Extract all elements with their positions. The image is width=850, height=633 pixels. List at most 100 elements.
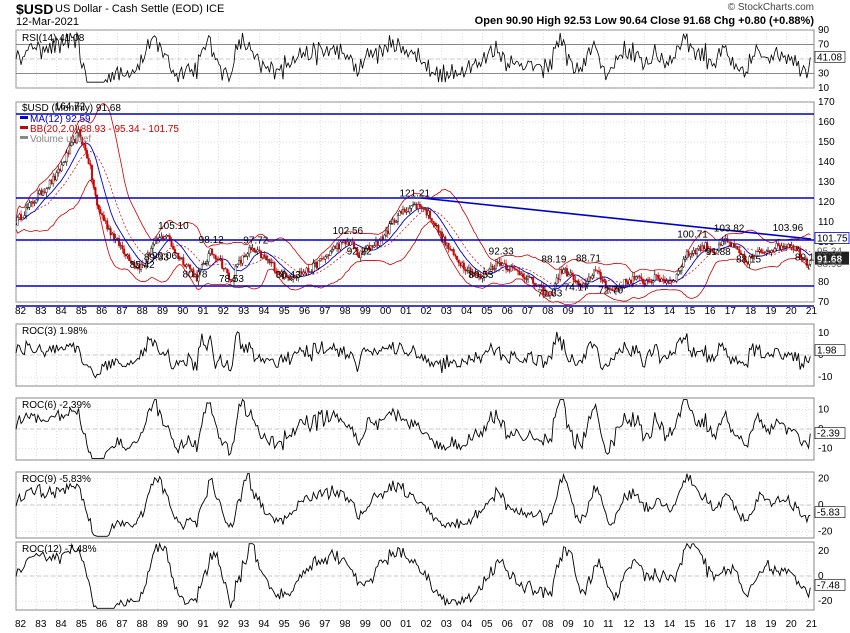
price-candle [79,129,82,138]
roc12-line [15,542,811,609]
price-candle [378,239,381,246]
price-candle [643,283,646,286]
price-candle [783,246,786,248]
x-tick-label-bottom: 93 [238,619,250,630]
price-candle [466,270,469,272]
x-tick-label-bottom: 11 [603,619,614,630]
price-candle [515,268,518,271]
price-candle [261,254,264,258]
price-candle [565,268,568,277]
price-candle [677,271,680,275]
price-annotation: 89.17 [795,253,820,264]
price-candle [101,213,104,216]
price-candle [315,262,318,269]
price-candle [552,288,555,295]
price-candle [503,263,506,265]
price-candle [121,245,124,250]
price-candle [219,258,222,260]
price-candle [331,249,334,252]
price-candle [623,279,626,288]
price-candle [246,253,249,257]
price-candle [396,215,399,222]
price-candle [596,270,599,272]
price-candle [16,217,19,226]
x-tick-label-bottom: 02 [421,619,433,630]
price-candle [667,280,670,284]
price-annotation: 80.43 [276,270,301,281]
x-tick-label-bottom: 14 [664,619,676,630]
price-candle [319,258,322,261]
price-candle [205,261,208,264]
price-candle [785,246,788,248]
price-candle [799,248,802,258]
price-annotation: 92.22 [347,247,372,258]
price-candle [751,254,754,259]
price-candle [775,243,778,249]
price-candle [425,208,428,216]
price-candle [506,268,509,270]
price-annotation: 72.70 [598,286,623,297]
price-candle [123,248,126,255]
price-candle [679,269,682,272]
price-candle [734,246,737,248]
price-candle [809,260,812,265]
price-candle [25,207,28,216]
x-tick-label: 05 [481,306,493,317]
price-candle [107,228,110,230]
price-annotation: 74.17 [564,283,589,294]
price-candle [35,199,38,203]
price-annotation: 100.71 [677,230,708,241]
price-candle [21,217,24,220]
price-candle [337,243,340,250]
price-candle [530,277,533,279]
price-title: $USD (Monthly) 91.68 [22,103,121,114]
x-tick-label-bottom: 08 [542,619,554,630]
price-candle [234,266,237,278]
price-candle [285,273,288,278]
price-candle [486,273,489,275]
y-tick-label: 10 [818,328,830,339]
legend-swatch [20,116,28,119]
price-candle [352,241,355,249]
y-tick-label: 170 [818,97,835,108]
x-tick-label-bottom: 90 [177,619,189,630]
price-candle [645,280,648,286]
price-candle [209,248,212,254]
legend-entry: MA(12) 92.59 [30,114,91,125]
price-candle [777,243,780,246]
x-tick-label: 96 [299,306,311,317]
y-tick-label: 110 [818,217,834,228]
x-tick-label: 86 [96,306,108,317]
price-candle [80,136,83,145]
price-candle [641,278,644,284]
price-candle [403,208,406,213]
legend-entry: BB(20,2.0) 88.93 - 95.34 - 101.75 [30,124,179,135]
price-candle [87,157,90,164]
price-candle [523,276,526,280]
x-tick-label: 83 [35,306,47,317]
price-candle [167,235,170,237]
price-candle [648,281,651,283]
price-candle [253,248,256,253]
y-tick-label: 20 [818,546,830,557]
price-candle [43,191,46,193]
price-candle [325,254,328,258]
price-candle [124,253,127,257]
price-annotation: 164.72 [55,102,86,113]
price-candle [199,269,202,273]
price-candle [42,191,45,196]
price-candle [116,237,119,239]
price-candle [297,275,300,278]
price-candle [635,276,638,280]
price-candle [388,223,391,234]
price-candle [760,249,763,253]
price-candle [270,262,273,264]
price-candle [702,245,705,250]
roc9-title: ROC(9) -5.83% [22,474,91,485]
price-candle [178,257,181,260]
x-tick-label: 01 [400,306,412,317]
price-candle [50,180,53,185]
rsi-last-box [814,51,846,63]
price-candle [451,249,454,251]
price-candle [674,280,677,282]
